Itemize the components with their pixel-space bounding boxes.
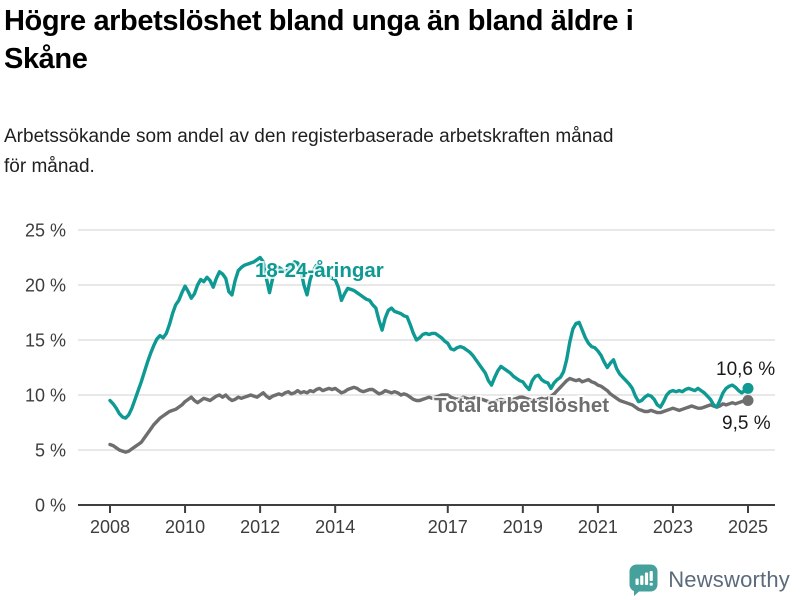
- x-tick-label: 2008: [90, 517, 130, 537]
- y-tick-label: 5 %: [35, 441, 66, 461]
- brand-footer: Newsworthy: [628, 563, 790, 597]
- brand-name: Newsworthy: [668, 567, 790, 592]
- x-tick-label: 2017: [428, 517, 468, 537]
- x-tick-label: 2021: [578, 517, 618, 537]
- title-line-1: Högre arbetslöshet bland unga än bland ä…: [4, 5, 634, 37]
- end-value-label-youth: 10,6 %: [716, 359, 775, 380]
- chart-subtitle: Arbetssökande som andel av den registerb…: [4, 122, 774, 182]
- title-line-2: Skåne: [4, 43, 88, 75]
- y-tick-label: 10 %: [25, 386, 66, 406]
- x-tick-label: 2014: [315, 517, 355, 537]
- y-tick-label: 15 %: [25, 331, 66, 351]
- y-tick-label: 20 %: [25, 276, 66, 296]
- series-line-youth: [108, 255, 750, 420]
- chart-header: Högre arbetslöshet bland unga än bland ä…: [4, 2, 796, 78]
- y-tick-label: 0 %: [35, 496, 66, 516]
- subtitle-line-1: Arbetssökande som andel av den registerb…: [4, 126, 614, 147]
- end-value-label-total: 9,5 %: [722, 413, 771, 434]
- x-tick-label: 2012: [240, 517, 280, 537]
- x-tick-label: 2023: [653, 517, 693, 537]
- series-label-total: Total arbetslöshet: [434, 394, 609, 417]
- x-tick-label: 2025: [728, 517, 768, 537]
- x-tick-label: 2019: [503, 517, 543, 537]
- series-line-total: [108, 376, 750, 454]
- chart-svg: 0 % 5 % 10 % 15 % 20 % 25 % 2008 2010 2012 2014 20…: [25, 221, 775, 538]
- end-dot: [742, 382, 754, 394]
- end-dot: [742, 395, 754, 406]
- series-label-youth: 18-24-åringar: [255, 259, 384, 282]
- y-tick-label: 25 %: [25, 221, 66, 241]
- subtitle-line-2: för månad.: [4, 156, 95, 177]
- newsworthy-logo-icon: [629, 564, 658, 596]
- unemployment-line-chart: 0 % 5 % 10 % 15 % 20 % 25 % 2008 2010 2012 2014 20…: [0, 200, 800, 555]
- page-title: Högre arbetslöshet bland unga än bland ä…: [4, 2, 796, 78]
- x-tick-label: 2010: [165, 517, 205, 537]
